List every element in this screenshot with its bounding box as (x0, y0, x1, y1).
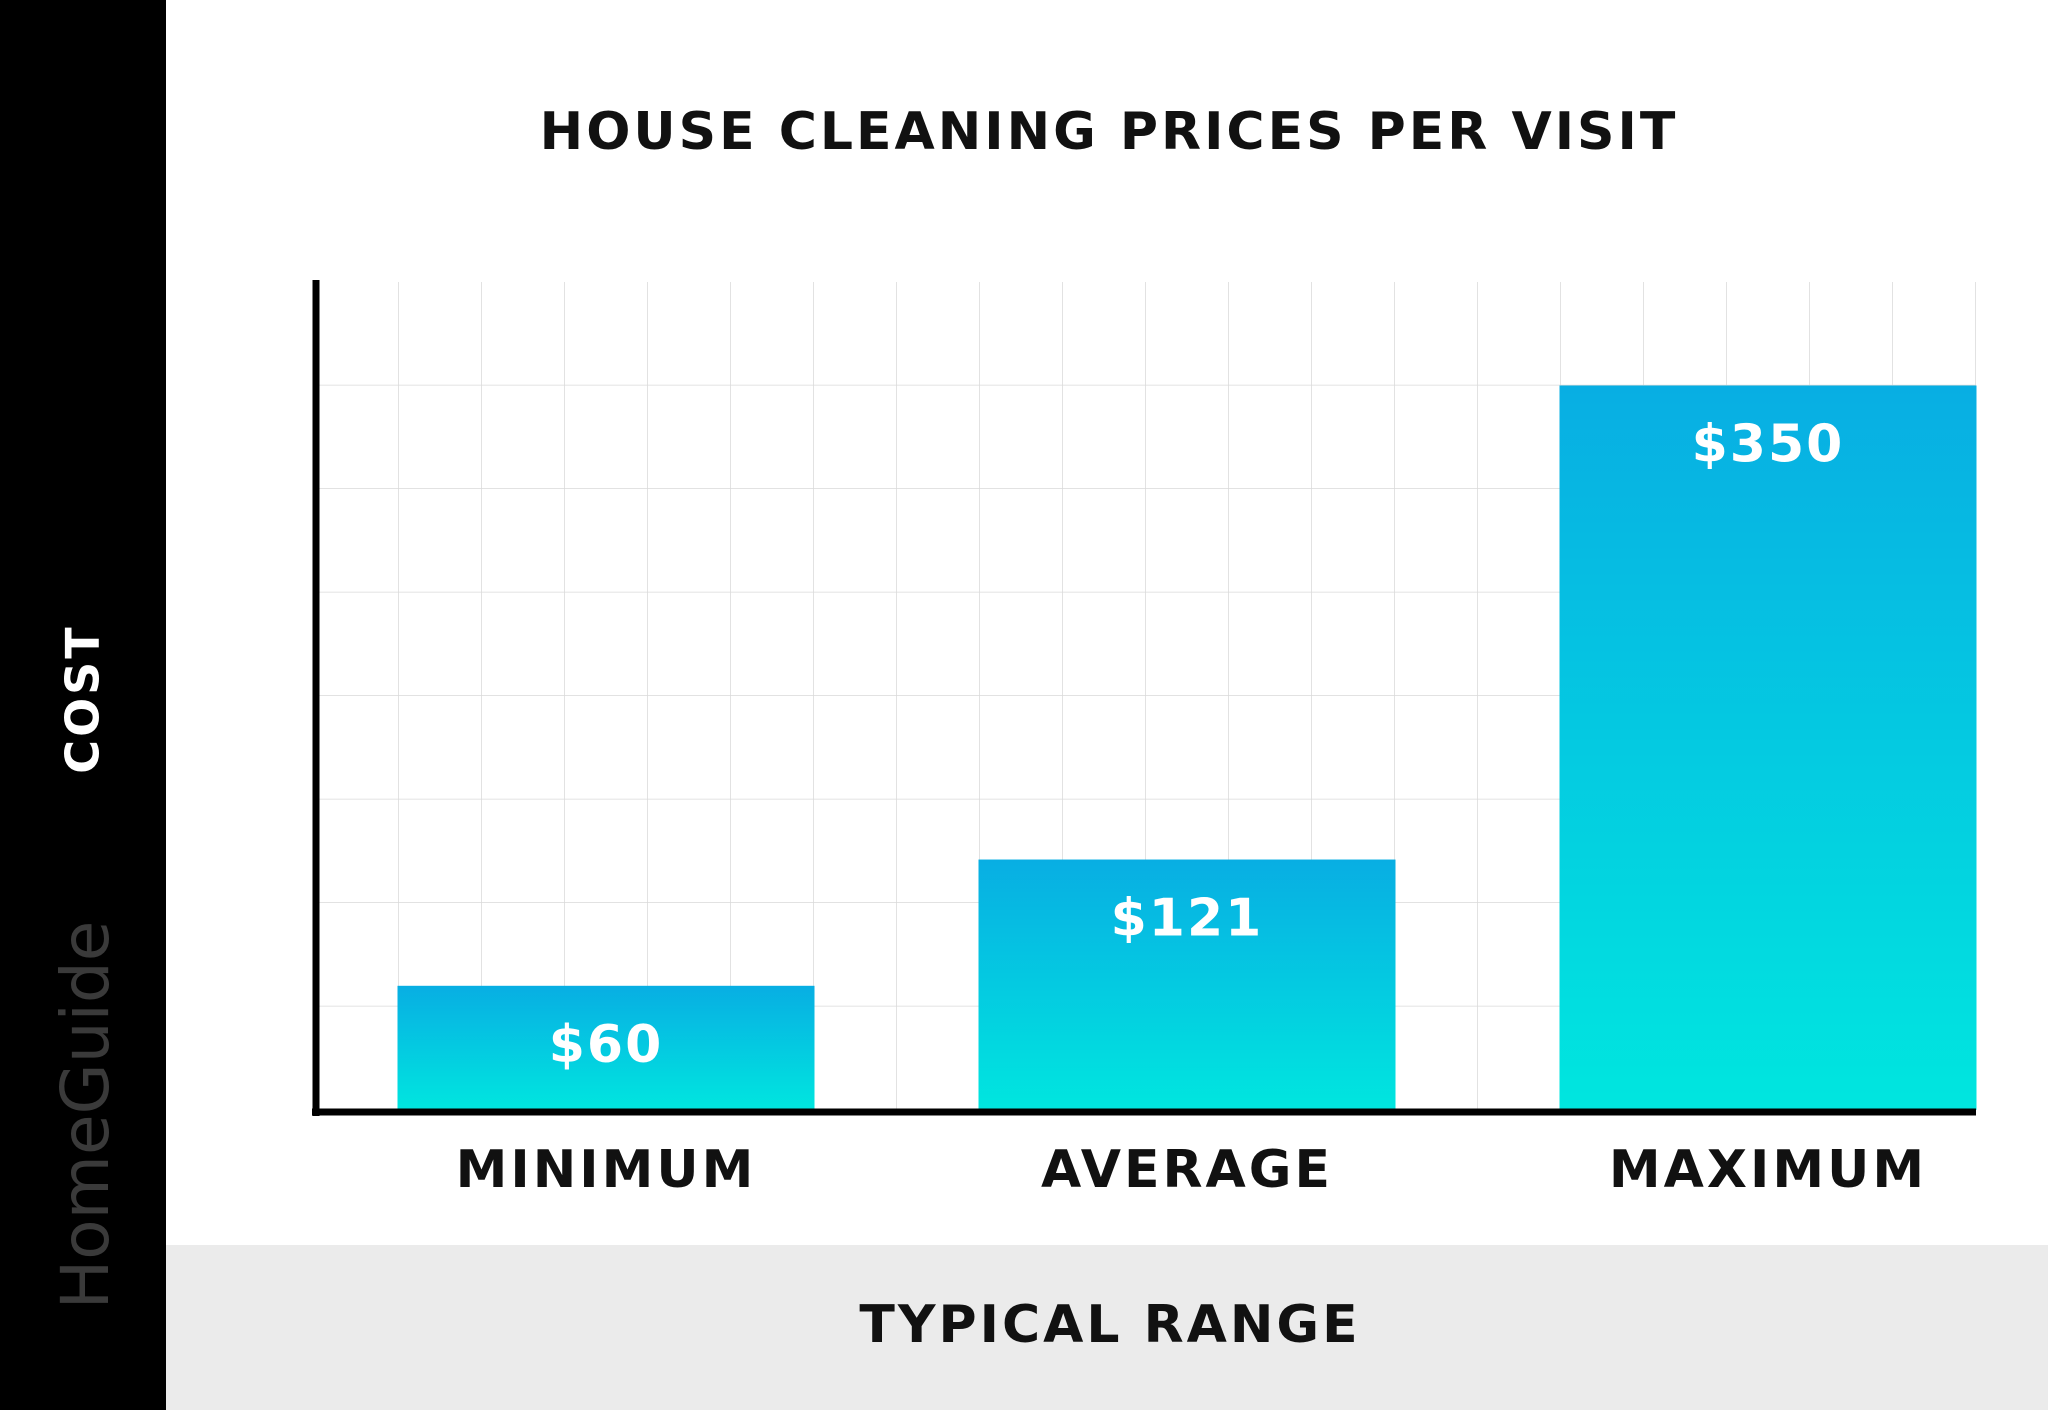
bottom-band (166, 1245, 2048, 1410)
value-label: $60 (549, 1015, 664, 1075)
watermark: HomeGuide (47, 921, 124, 1310)
x-tick-label: MAXIMUM (1609, 1140, 1927, 1200)
bar (1559, 385, 1977, 1110)
value-label: $350 (1692, 415, 1845, 475)
value-label: $121 (1111, 889, 1264, 949)
bar (978, 859, 1396, 1110)
side-band (0, 0, 166, 1410)
x-tick-label: AVERAGE (1041, 1140, 1333, 1200)
x-axis-label: TYPICAL RANGE (859, 1295, 1360, 1355)
x-tick-label: MINIMUM (456, 1140, 757, 1200)
bar (397, 985, 815, 1110)
y-axis-label: COST (56, 624, 110, 773)
bars (397, 385, 1977, 1110)
chart-title: HOUSE CLEANING PRICES PER VISIT (540, 102, 1679, 162)
